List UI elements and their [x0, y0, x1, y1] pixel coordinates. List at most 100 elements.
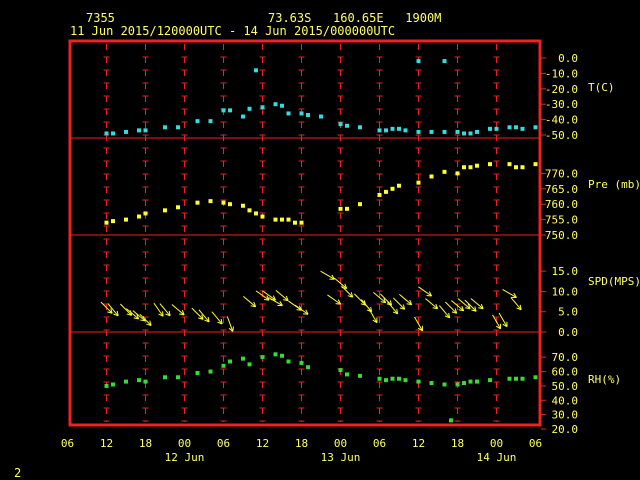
data-point [475, 129, 479, 134]
y-tick-label: 50.0 [552, 380, 579, 393]
data-point [488, 378, 492, 383]
wind-arrow-head [207, 316, 210, 322]
wind-arrow-head [513, 292, 517, 298]
wind-arrow [320, 270, 335, 280]
wind-arrow-head [158, 313, 164, 317]
y-tick-label: 755.0 [545, 214, 578, 227]
wind-arrow-head [344, 283, 348, 289]
data-point [104, 220, 109, 225]
data-point [241, 114, 245, 119]
y-tick-label: 5.0 [558, 306, 578, 319]
data-point [416, 180, 421, 185]
data-point [143, 211, 148, 216]
wind-arrow-head [220, 318, 223, 325]
wind-arrow [153, 302, 164, 317]
data-point [306, 365, 310, 370]
y-tick-label: -20.0 [545, 83, 578, 96]
wind-arrow-head [396, 308, 399, 314]
data-panels [100, 59, 538, 423]
wind-arrow-head [201, 314, 204, 320]
data-point [306, 112, 310, 117]
data-point [429, 129, 434, 134]
data-point [111, 219, 115, 224]
data-point [345, 123, 349, 128]
data-point [397, 126, 401, 131]
y-tick-label: 30.0 [552, 409, 579, 422]
data-point [390, 126, 395, 131]
data-point [241, 203, 245, 208]
y-tick-label: 20.0 [552, 423, 579, 436]
data-point [475, 163, 479, 168]
data-point [384, 378, 388, 383]
data-point [397, 376, 401, 381]
data-point [280, 217, 284, 222]
wind-arrow [425, 298, 438, 310]
data-point [377, 128, 382, 133]
wind-arrow [373, 291, 386, 304]
wind-arrow [107, 303, 119, 317]
wind-arrow-head [467, 303, 471, 309]
data-point [254, 211, 258, 216]
data-point [475, 379, 479, 384]
data-point [358, 202, 362, 207]
x-axis-labels: 06 12 18 00 06 12 18 00 06 12 18 00 06 12 Jun 13 Jun 14… [61, 437, 542, 464]
data-point [241, 356, 245, 361]
data-point-outlier [416, 59, 421, 64]
wind-arrow-head [335, 303, 341, 305]
x-tick-label: 06 [217, 437, 230, 450]
data-point [338, 206, 343, 211]
wind-arrow-head [228, 327, 234, 332]
data-point [416, 379, 421, 384]
wind-arrow-head [471, 309, 477, 312]
wind-arrow-head [140, 319, 146, 322]
wind-arrow-head [126, 313, 132, 316]
wind-arrow [340, 285, 354, 298]
data-point [468, 379, 473, 384]
data-point [488, 162, 492, 167]
data-point [299, 111, 304, 116]
wind-arrow-head [283, 299, 289, 302]
wind-arrow-head [372, 319, 378, 324]
data-point [533, 162, 538, 167]
wind-arrow-head [149, 320, 152, 326]
data-point [462, 131, 466, 136]
wind-arrow-head [181, 309, 185, 316]
data-point [221, 363, 226, 368]
data-point [104, 131, 109, 136]
data-point [358, 125, 362, 130]
data-point [455, 171, 460, 176]
y-tick-label: 60.0 [552, 366, 579, 379]
y-tick-label: 760.0 [545, 198, 578, 211]
y-tick-label: 765.0 [545, 183, 578, 196]
wind-arrow-head [402, 304, 406, 310]
x-date-label: 13 Jun [321, 451, 361, 464]
wind-arrow [457, 298, 471, 310]
data-point [208, 199, 213, 204]
wind-arrow [119, 303, 133, 316]
data-point [377, 376, 382, 381]
wind-arrow-head [296, 309, 302, 311]
data-point [247, 362, 252, 367]
data-point [468, 165, 473, 170]
wind-arrow-head [179, 313, 185, 316]
data-point [208, 119, 213, 124]
wind-arrow [451, 300, 464, 312]
wind-arrow-head [272, 295, 277, 301]
y-tick-label: -30.0 [545, 98, 578, 111]
data-point [429, 381, 434, 386]
wind-arrow [444, 301, 458, 314]
wind-arrow [100, 301, 113, 314]
wind-arrow-head [480, 303, 484, 309]
data-point [507, 125, 512, 130]
data-point [514, 165, 518, 170]
data-point [338, 368, 343, 373]
wind-arrow-head [383, 297, 387, 303]
x-tick-label: 12 [100, 437, 113, 450]
wind-arrow-head [380, 301, 386, 304]
wind-arrow-head [232, 326, 234, 332]
data-point [176, 375, 180, 380]
page-number: 2 [14, 466, 22, 480]
y-tick-label: -10.0 [545, 67, 578, 80]
y-tick-label: -40.0 [545, 114, 578, 127]
wind-arrow-head [285, 295, 289, 301]
